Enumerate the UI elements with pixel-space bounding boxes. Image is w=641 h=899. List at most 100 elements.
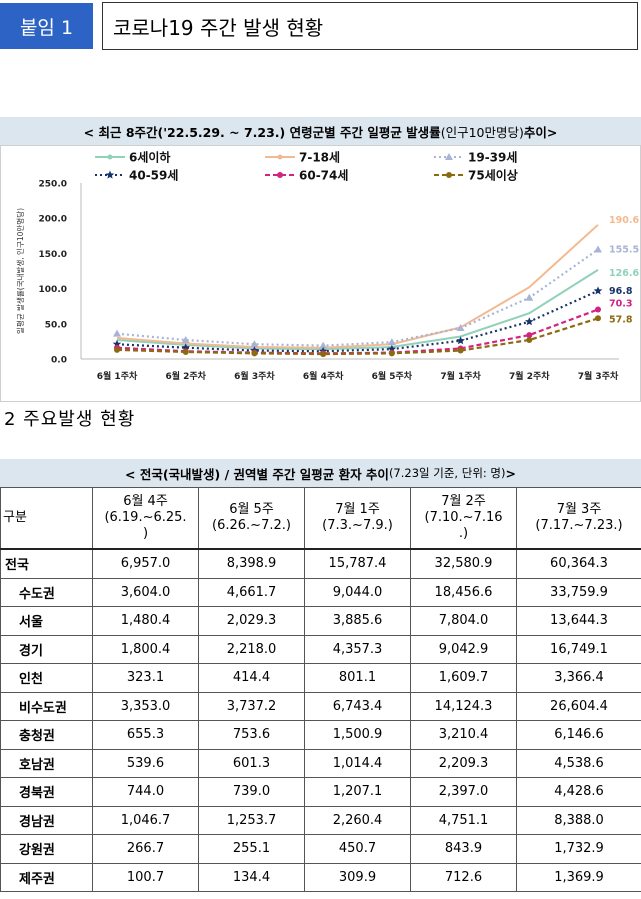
table-cell: 1,800.4	[92, 634, 199, 664]
table-cell: 414.4	[198, 663, 305, 693]
x-tick-label: 6월 3주차	[234, 370, 275, 382]
legend-entry: 40-59세	[129, 168, 178, 183]
table-row: 경북권 744.0 739.0 1,207.1 2,397.0 4,428.6	[0, 777, 641, 807]
table-cell: 8,388.0	[516, 805, 641, 835]
table-cell: 6,146.6	[516, 720, 641, 750]
legend-entry: 60-74세	[299, 168, 348, 183]
legend-swatch-dot	[107, 154, 113, 160]
table-body: 전국 6,957.0 8,398.9 15,787.4 32,580.9 60,364.3…	[0, 548, 641, 892]
series-point	[456, 324, 465, 332]
series-point	[113, 329, 121, 337]
x-tick-label: 6월 4주차	[303, 370, 344, 382]
x-tick-label: 7월 2주차	[509, 370, 550, 382]
table-cell: 4,538.6	[516, 748, 641, 778]
series-point	[387, 338, 396, 346]
table-cell: 32,580.9	[410, 548, 517, 579]
attachment-badge: 붙임 1	[0, 3, 93, 49]
legend-entry: 7-18세	[299, 150, 340, 165]
table-cell: 1,014.4	[304, 748, 411, 778]
series-point	[456, 336, 465, 345]
table-cell: 655.3	[92, 720, 199, 750]
table-cell: 6,957.0	[92, 548, 199, 579]
x-tick-label: 6월 2주차	[165, 370, 206, 382]
data-label: 190.6	[609, 215, 639, 226]
table-title: < 전국(국내발생) / 권역별 주간 일평균 환자 추이 (7.23일 기준,…	[0, 459, 641, 487]
table-cell: 3,604.0	[92, 577, 199, 607]
line-chart: 일평균 발생률(국내발생, 인구10만명당) 0.0 50.0 100.0 150.0 2…	[15, 150, 639, 383]
table-cell: 4,661.7	[198, 577, 305, 607]
table-row: 강원권 266.7 255.1 450.7 843.9 1,732.9	[0, 834, 641, 864]
table-cell: 4,428.6	[516, 777, 641, 807]
table-cell: 60,364.3	[516, 548, 641, 579]
series-point	[446, 172, 452, 178]
table-cell: 2,209.3	[410, 748, 517, 778]
series-point	[182, 348, 189, 355]
x-tick-label: 6월 5주차	[372, 370, 413, 382]
table-cell: 9,044.0	[304, 577, 411, 607]
chart-title: < 최근 8주간('22.5.29. ~ 7.23.) 연령군별 주간 일평균 …	[0, 117, 641, 145]
table-title-end: >	[505, 465, 516, 481]
table-title-sub: (7.23일 기준, 단위: 명)	[388, 466, 506, 480]
table-cell: 1,369.9	[516, 862, 641, 892]
legend-swatch-dot	[277, 154, 283, 160]
table-cell: 712.6	[410, 862, 517, 892]
series-point	[388, 350, 395, 357]
y-tick-label: 200.0	[39, 215, 67, 225]
y-tick-label: 250.0	[39, 180, 67, 190]
region-name: 인천	[0, 663, 93, 693]
table-cell: 3,353.0	[92, 691, 199, 721]
column-header-week: 7월 3주 (7.17.~7.23.)	[516, 487, 641, 550]
table-row: 비수도권 3,353.0 3,737.2 6,743.4 14,124.3 26,604.…	[0, 691, 641, 721]
y-tick-label: 0.0	[51, 356, 67, 366]
table-cell: 801.1	[304, 663, 411, 693]
table-cell: 2,397.0	[410, 777, 517, 807]
table-cell: 3,210.4	[410, 720, 517, 750]
table-cell: 26,604.4	[516, 691, 641, 721]
table-cell: 255.1	[198, 834, 305, 864]
region-name: 경남권	[0, 805, 93, 835]
page-header: 붙임 1 코로나19 주간 발생 현황	[0, 0, 641, 52]
table-cell: 15,787.4	[304, 548, 411, 579]
region-name: 서울	[0, 606, 93, 636]
region-name: 전국	[0, 548, 93, 579]
series-point	[112, 339, 122, 348]
table-cell: 3,885.6	[304, 606, 411, 636]
column-header-category: 구분	[0, 487, 93, 550]
series-point	[114, 346, 120, 353]
column-header-week: 7월 1주 (7.3.~7.9.)	[304, 487, 411, 550]
table-cell: 1,253.7	[198, 805, 305, 835]
page-title: 코로나19 주간 발생 현황	[102, 2, 638, 50]
table-row: 충청권 655.3 753.6 1,500.9 3,210.4 6,146.6	[0, 720, 641, 750]
table-cell: 1,046.7	[92, 805, 199, 835]
data-label: 96.8	[609, 286, 633, 297]
table-cell: 18,456.6	[410, 577, 517, 607]
table-cell: 134.4	[198, 862, 305, 892]
table-cell: 601.3	[198, 748, 305, 778]
table-cell: 2,029.3	[198, 606, 305, 636]
y-axis-label: 일평균 발생률(국내발생, 인구10만명당)	[15, 208, 25, 334]
y-tick-label: 50.0	[45, 320, 67, 330]
series-point	[320, 351, 327, 358]
table-cell: 2,218.0	[198, 634, 305, 664]
series-point	[181, 335, 190, 343]
region-name: 비수도권	[0, 691, 93, 721]
region-name: 호남권	[0, 748, 93, 778]
series-point	[250, 340, 259, 348]
region-name: 강원권	[0, 834, 93, 864]
table-cell: 323.1	[92, 663, 199, 693]
chart-title-main: < 최근 8주간('22.5.29. ~ 7.23.) 연령군별 주간 일평균 …	[83, 124, 441, 140]
series-line	[116, 224, 599, 349]
series-line	[116, 317, 599, 356]
table-row: 인천 323.1 414.4 801.1 1,609.7 3,366.4	[0, 663, 641, 693]
table-cell: 16,749.1	[516, 634, 641, 664]
series-point	[526, 332, 533, 339]
regional-cases-table: 구분 6월 4주 (6.19.~6.25.) 6월 5주 (6.26.~7.2.) 7월 …	[0, 487, 641, 892]
x-tick-label: 6월 1주차	[97, 370, 138, 382]
table-cell: 1,480.4	[92, 606, 199, 636]
series-point	[251, 350, 258, 357]
data-label: 155.5	[609, 245, 639, 256]
data-label: 57.8	[609, 314, 633, 325]
table-cell: 2,260.4	[304, 805, 411, 835]
table-cell: 4,751.1	[410, 805, 517, 835]
legend-entry: 75세이상	[468, 168, 518, 183]
